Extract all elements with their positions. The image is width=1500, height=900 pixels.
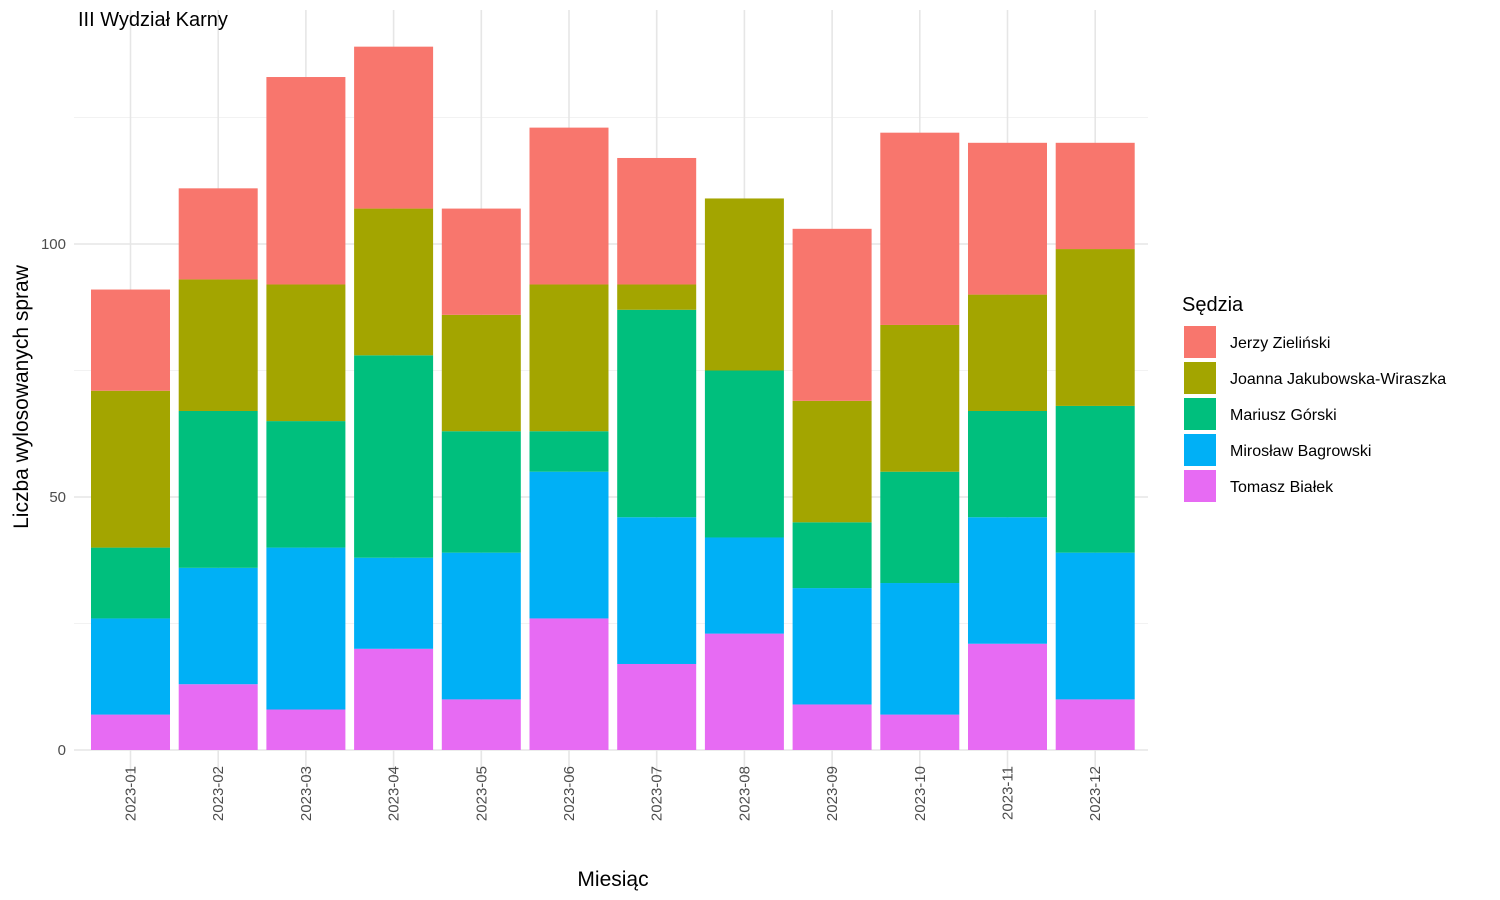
bar-segment — [529, 127, 609, 285]
bar-segment — [354, 648, 434, 750]
bar-segment — [266, 421, 346, 548]
bar-segment — [91, 618, 170, 715]
bar-segment — [529, 618, 609, 750]
bar-segment — [968, 410, 1047, 518]
bar-segment — [880, 583, 960, 715]
y-axis-title: Liczba wylosowanych spraw — [10, 264, 33, 529]
legend-swatch — [1184, 398, 1216, 430]
x-tick-label: 2023-05 — [473, 766, 490, 821]
bar-segment — [617, 284, 697, 310]
bar-segment — [792, 522, 872, 589]
bar-segment — [1055, 142, 1135, 250]
bar-segment — [91, 547, 170, 619]
bar-segment — [441, 552, 521, 700]
legend-label: Mirosław Bagrowski — [1230, 443, 1371, 460]
bar-segment — [704, 537, 784, 634]
bar-segment — [1055, 249, 1135, 406]
bar-segment — [617, 663, 697, 750]
x-tick-label: 2023-08 — [736, 766, 753, 821]
bar-segment — [704, 198, 784, 371]
bar-segment — [968, 294, 1047, 411]
x-tick-label: 2023-04 — [386, 766, 403, 821]
bar-segment — [880, 132, 960, 325]
bar-segment — [617, 517, 697, 664]
x-tick-label: 2023-02 — [210, 766, 227, 821]
legend-swatch — [1184, 362, 1216, 394]
x-tick-label: 2023-11 — [1000, 766, 1017, 820]
bar-segment — [178, 188, 258, 280]
bar-segment — [1055, 405, 1135, 553]
x-tick-label: 2023-03 — [298, 766, 315, 821]
bar-segment — [704, 370, 784, 538]
bar-segment — [792, 400, 872, 523]
y-tick-label: 100 — [41, 236, 66, 253]
bar-segment — [617, 309, 697, 518]
legend-swatch — [1184, 470, 1216, 502]
bar-segment — [354, 355, 434, 558]
bar-segment — [792, 588, 872, 705]
bar-segment — [529, 284, 609, 432]
y-tick-label: 50 — [49, 489, 66, 506]
bar-segment — [617, 157, 697, 285]
bar-segment — [529, 471, 609, 619]
y-tick-label: 0 — [58, 742, 66, 759]
legend-title: Sędzia — [1182, 294, 1244, 316]
bar-segment — [880, 324, 960, 472]
x-tick-label: 2023-10 — [912, 766, 929, 821]
bar-segment — [354, 46, 434, 209]
legend-label: Joanna Jakubowska-Wiraszka — [1230, 371, 1446, 388]
bar-segment — [91, 390, 170, 548]
bar-segment — [880, 714, 960, 750]
legend: Sędzia Jerzy Zieliński Joanna Jakubowska-… — [1182, 294, 1446, 502]
bar-segment — [178, 684, 258, 750]
bar-segment — [968, 517, 1047, 644]
bar-segment — [178, 567, 258, 685]
bar-segment — [1055, 699, 1135, 750]
bar-segment — [354, 557, 434, 649]
bar-segment — [441, 208, 521, 315]
bar-segment — [529, 431, 609, 472]
legend-label: Tomasz Białek — [1230, 479, 1334, 496]
legend-swatch — [1184, 434, 1216, 466]
bar-segment — [441, 431, 521, 553]
bar-segment — [1055, 552, 1135, 700]
bar-segment — [704, 633, 784, 750]
chart-title: III Wydział Karny — [78, 9, 228, 31]
bar-segment — [792, 704, 872, 750]
bar-segment — [968, 142, 1047, 295]
legend-label: Jerzy Zieliński — [1230, 335, 1330, 352]
bar-segment — [441, 314, 521, 432]
bar-segment — [880, 471, 960, 584]
bar-segment — [266, 547, 346, 710]
x-tick-label: 2023-01 — [123, 766, 140, 821]
bar-segment — [792, 228, 872, 401]
bar-segment — [266, 284, 346, 422]
bar-segment — [441, 699, 521, 750]
bar-segment — [266, 709, 346, 750]
bar-segment — [91, 714, 170, 750]
x-axis-title: Miesiąc — [577, 868, 648, 891]
axis-layer: 0 50 100 2023-01 2023-02 2023-03 2023-04 2023-0… — [41, 236, 1104, 821]
legend-swatch — [1184, 326, 1216, 358]
x-tick-label: 2023-07 — [649, 766, 666, 821]
x-tick-label: 2023-12 — [1087, 766, 1104, 821]
x-tick-label: 2023-06 — [561, 766, 578, 821]
bar-segment — [266, 77, 346, 285]
bar-segment — [178, 279, 258, 411]
bar-segment — [354, 208, 434, 356]
bar-segment — [91, 289, 170, 391]
x-tick-label: 2023-09 — [824, 766, 841, 821]
legend-label: Mariusz Górski — [1230, 407, 1337, 424]
bar-segment — [178, 410, 258, 568]
bar-segment — [968, 643, 1047, 750]
bars-layer — [91, 46, 1135, 750]
